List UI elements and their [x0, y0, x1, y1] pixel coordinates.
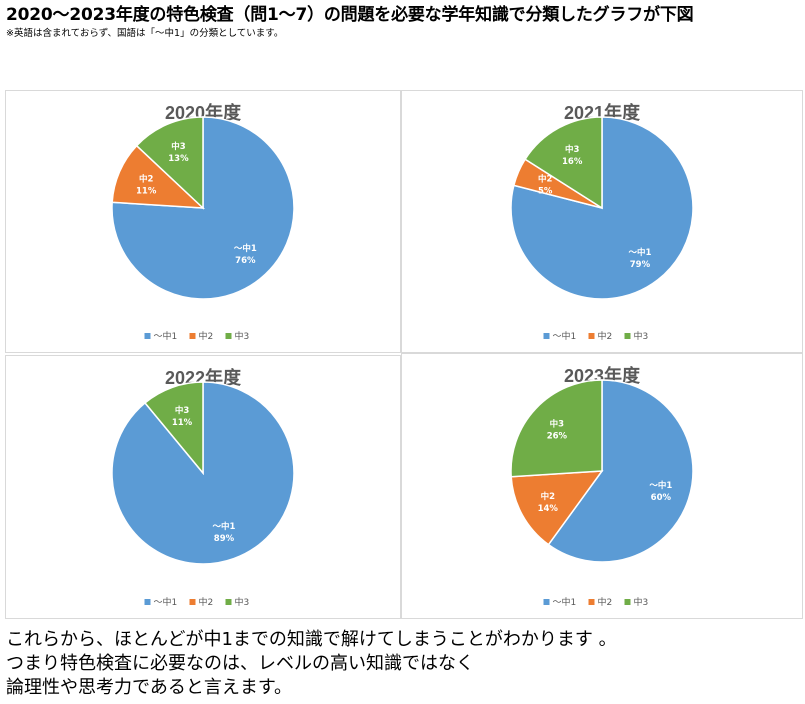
pie-chart-2023: 2023年度 ～中1 60% 中2 14% 中3 26% ～中1 中2 中3	[510, 365, 694, 608]
slice-label-chu3: 中3 16%	[562, 144, 583, 167]
slice-label-upto-chu1: ～中1 79%	[628, 247, 651, 270]
legend-swatch	[543, 333, 550, 339]
conclusion-line-2: つまり特色検査に必要なのは、レベルの高い知識ではなく	[6, 653, 474, 674]
legend-swatch	[144, 599, 151, 605]
pie-chart-2022: 2022年度 ～中1 89% 中3 11% ～中1 中2 中3	[111, 367, 295, 608]
slice-label-chu3: 中3 13%	[168, 141, 189, 164]
legend-item-upto-chu1: ～中1	[543, 330, 577, 342]
chart-panel-2021: 2021年度 ～中1 79% 中2 5% 中3 16% ～中1 中2 中3	[401, 90, 803, 353]
pie-slice-chu3	[135, 116, 204, 210]
chart-title: 2022年度	[165, 367, 242, 388]
slice-label-upto-chu1: ～中1 89%	[213, 521, 236, 544]
pie-chart-2020: 2020年度 ～中1 76% 中2 11% 中3 13% ～中1 中2 中3	[111, 102, 295, 342]
pie-slice-upto-chu1	[111, 381, 295, 565]
legend-label: ～中1	[154, 330, 178, 342]
conclusion-line-3: 論理性や思考力であると言えます。	[6, 677, 293, 698]
chart-panel-2020: 2020年度 ～中1 76% 中2 11% 中3 13% ～中1 中2 中3	[5, 90, 401, 353]
legend-item-chu2: 中2	[189, 596, 214, 608]
legend-item-chu3: 中3	[624, 330, 649, 342]
chart-title: 2020年度	[165, 102, 242, 123]
legend-swatch	[189, 599, 196, 605]
legend-label: 中2	[598, 596, 613, 608]
pie-slice-chu2	[510, 470, 604, 546]
legend-item-upto-chu1: ～中1	[144, 330, 178, 342]
legend-label: 中3	[235, 596, 250, 608]
legend-swatch	[624, 599, 631, 605]
legend-label: 中2	[199, 330, 214, 342]
legend-swatch	[588, 599, 595, 605]
legend-swatch	[189, 333, 196, 339]
slice-label-chu2: 中2 5%	[538, 173, 553, 196]
legend-item-chu3: 中3	[225, 330, 250, 342]
slice-label-upto-chu1: ～中1 76%	[234, 243, 257, 266]
conclusion-line-1: これらから、ほとんどが中1までの知識で解けてしまうことがわかります 。	[6, 629, 617, 650]
legend-label: 中2	[598, 330, 613, 342]
slice-label-upto-chu1: ～中1 60%	[649, 480, 672, 503]
legend-item-chu2: 中2	[588, 596, 613, 608]
legend-label: 中3	[235, 330, 250, 342]
slice-label-chu2: 中2 11%	[136, 173, 157, 196]
legend-item-chu2: 中2	[189, 330, 214, 342]
page-note: ※英語は含まれておらず、国語は「～中1」の分類としています。	[6, 28, 284, 39]
pie-slice-upto-chu1	[547, 379, 694, 563]
legend-label: 中3	[634, 330, 649, 342]
legend-label: ～中1	[553, 596, 577, 608]
chart-panel-2023: 2023年度 ～中1 60% 中2 14% 中3 26% ～中1 中2 中3	[401, 353, 803, 619]
slice-label-chu3: 中3 11%	[172, 405, 193, 428]
slice-label-chu2: 中2 14%	[538, 491, 559, 514]
pie-slice-chu3	[143, 381, 204, 476]
chart-panel-2022: 2022年度 ～中1 89% 中3 11% ～中1 中2 中3	[5, 355, 401, 619]
legend-swatch	[225, 333, 232, 339]
legend-swatch	[624, 333, 631, 339]
pie-slice-chu3	[510, 379, 603, 478]
page-title: 2020～2023年度の特色検査（問1～7）の問題を必要な学年知識で分類したグラ…	[6, 5, 694, 25]
legend-label: ～中1	[553, 330, 577, 342]
legend-swatch	[225, 599, 232, 605]
legend-item-chu3: 中3	[225, 596, 250, 608]
slice-label-chu3: 中3 26%	[547, 419, 568, 442]
legend-swatch	[588, 333, 595, 339]
chart-title: 2023年度	[564, 365, 641, 386]
legend-swatch	[543, 599, 550, 605]
chart-title: 2021年度	[564, 102, 641, 123]
pie-slice-chu3	[524, 116, 603, 210]
legend-item-chu2: 中2	[588, 330, 613, 342]
legend-item-chu3: 中3	[624, 596, 649, 608]
legend-label: 中2	[199, 596, 214, 608]
legend-item-upto-chu1: ～中1	[543, 596, 577, 608]
pie-chart-2021: 2021年度 ～中1 79% 中2 5% 中3 16% ～中1 中2 中3	[510, 102, 694, 342]
legend-label: ～中1	[154, 596, 178, 608]
legend-label: 中3	[634, 596, 649, 608]
conclusion-text: これらから、ほとんどが中1までの知識で解けてしまうことがわかります 。 つまり特…	[6, 628, 617, 700]
legend-swatch	[144, 333, 151, 339]
legend-item-upto-chu1: ～中1	[144, 596, 178, 608]
